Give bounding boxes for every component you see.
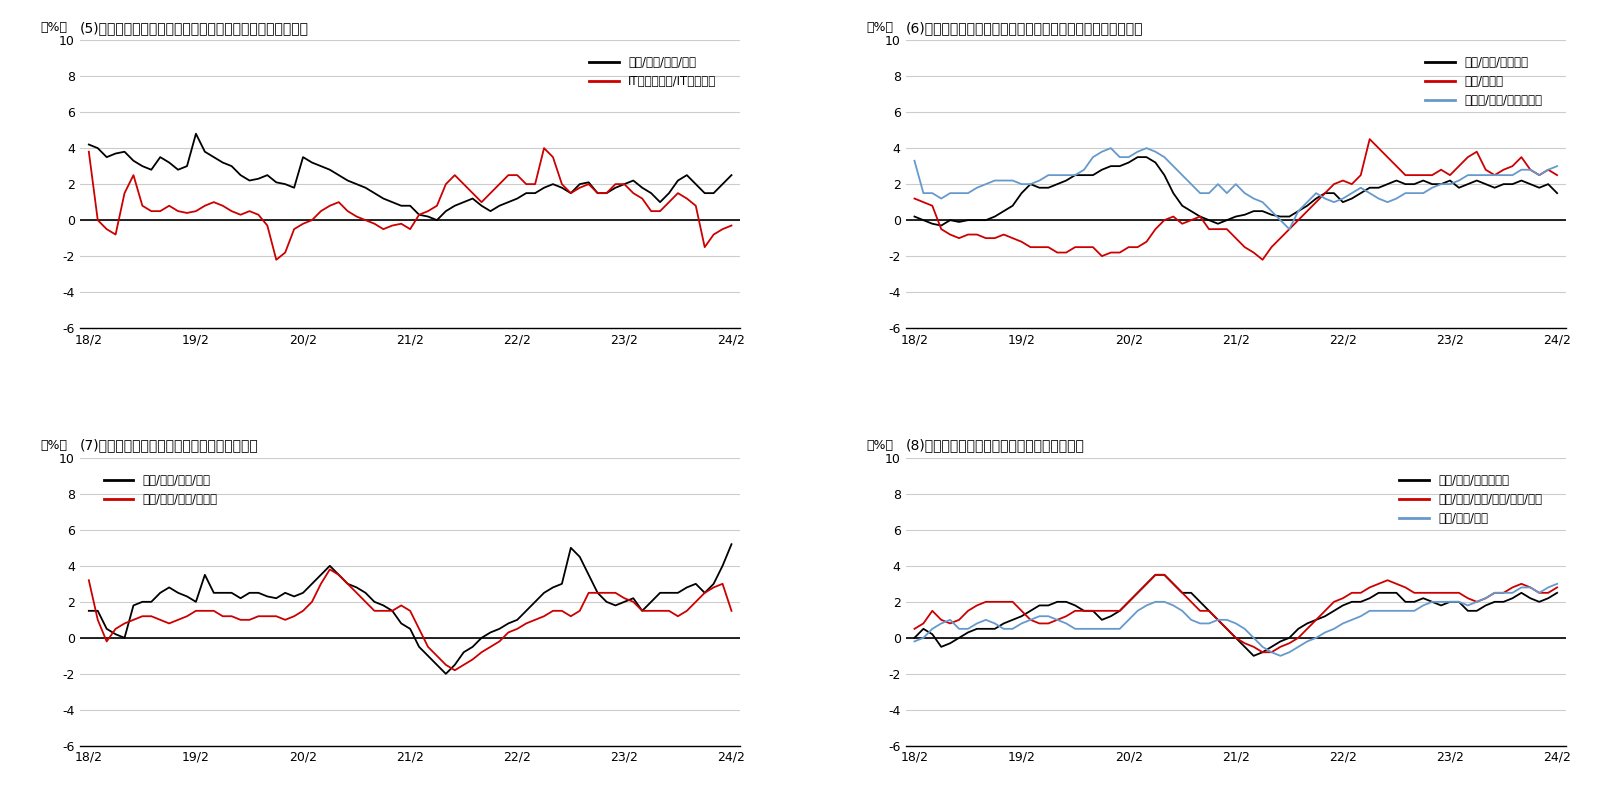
Legend: 営業/事務/企画/管理, ITエンジニア/IT系専門職: 営業/事務/企画/管理, ITエンジニア/IT系専門職 [585, 52, 721, 93]
Text: （%）: （%） [40, 439, 67, 452]
Text: (6)募集賃金指数指数職種別（前年同期比）対面サービス職種: (6)募集賃金指数指数職種別（前年同期比）対面サービス職種 [906, 21, 1143, 34]
Text: （%）: （%） [866, 439, 893, 452]
Legend: 販売/接客/サービス, 飲食/フード, ホテル/旅館/ブライダル: 販売/接客/サービス, 飲食/フード, ホテル/旅館/ブライダル [1421, 52, 1547, 112]
Text: （%）: （%） [40, 22, 67, 34]
Legend: 建設/土木/エネルギー, 運輸/物流/配送/警備/作業/調査, 医療/医薬/福祉: 建設/土木/エネルギー, 運輸/物流/配送/警備/作業/調査, 医療/医薬/福祉 [1395, 469, 1547, 529]
Text: (8)募集賃金指数職種別（前年同期比）その他: (8)募集賃金指数職種別（前年同期比）その他 [906, 439, 1085, 452]
Legend: 製造/工場/化学/食品, 電気/電子/機械/自動車: 製造/工場/化学/食品, 電気/電子/機械/自動車 [99, 469, 222, 511]
Text: (7)募集賃金指数職種別（前年同期比）製造業: (7)募集賃金指数職種別（前年同期比）製造業 [80, 439, 259, 452]
Text: (5)募集賃金指数職種別（前年同期比）ホワイトカラー職種: (5)募集賃金指数職種別（前年同期比）ホワイトカラー職種 [80, 21, 308, 34]
Text: （%）: （%） [866, 22, 893, 34]
